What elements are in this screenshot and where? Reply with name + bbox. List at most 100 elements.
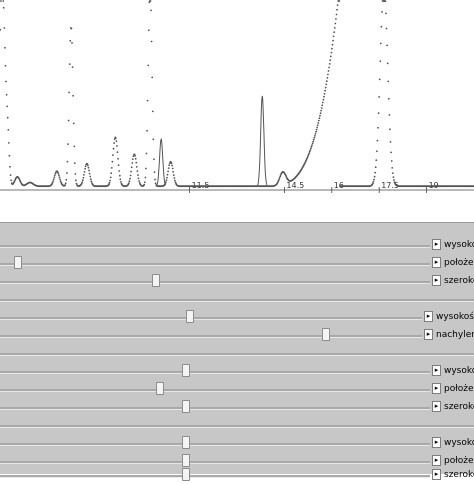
- data-point-141: [81, 181, 84, 184]
- data-point-593: [338, 0, 341, 2]
- slider-thumb[interactable]: [156, 382, 164, 395]
- arrow-right-icon[interactable]: ▸: [432, 383, 441, 394]
- data-point-253: [145, 167, 147, 170]
- arrow-right-icon[interactable]: ▸: [432, 455, 441, 466]
- data-point-117: [67, 119, 70, 122]
- arrow-right-icon[interactable]: ▸: [424, 329, 433, 340]
- slider-track[interactable]: [0, 389, 430, 392]
- data-point-99: [57, 172, 60, 175]
- data-point-298: [170, 162, 173, 165]
- slider-row: [0, 292, 474, 308]
- slider-track[interactable]: [0, 443, 430, 446]
- data-point-124: [71, 66, 74, 68]
- data-point-234: [134, 155, 137, 157]
- arrow-right-icon[interactable]: ▸: [432, 275, 441, 286]
- data-point-93: [54, 174, 56, 177]
- data-point-16: [10, 179, 13, 182]
- data-point-140: [80, 182, 83, 185]
- data-point-569: [324, 86, 327, 89]
- data-point-551: [314, 133, 317, 135]
- data-point-540: [308, 152, 311, 155]
- data-point-299: [171, 164, 174, 167]
- slider-track[interactable]: [0, 461, 430, 464]
- slider-row: ▸ wysoko: [0, 238, 474, 254]
- slider-track[interactable]: [0, 425, 474, 428]
- slider-thumb[interactable]: [152, 274, 160, 287]
- slider-thumb[interactable]: [182, 454, 190, 467]
- data-point-264: [151, 76, 154, 79]
- data-point-205: [117, 164, 120, 167]
- data-point-154: [88, 172, 91, 175]
- data-point-9: [6, 105, 8, 108]
- data-point-547: [312, 140, 315, 143]
- data-point-667: [380, 25, 383, 28]
- slider-thumb[interactable]: [182, 436, 190, 449]
- data-point-566: [323, 95, 325, 98]
- data-point-6: [4, 64, 7, 67]
- slider-label: szeroko: [444, 276, 474, 286]
- data-point-301: [172, 170, 175, 173]
- data-point-14: [9, 165, 11, 168]
- slider-thumb[interactable]: [322, 328, 330, 341]
- slider-track[interactable]: [0, 475, 430, 478]
- data-point-538: [307, 155, 309, 157]
- arrow-right-icon[interactable]: ▸: [432, 469, 441, 480]
- data-point-228: [130, 166, 133, 169]
- data-point-303: [173, 177, 176, 179]
- data-point-576: [328, 63, 331, 65]
- data-point-188: [108, 183, 110, 186]
- slider-row: ▸ wysoko: [0, 364, 474, 380]
- data-point-686: [391, 167, 394, 169]
- data-point-15: [9, 174, 12, 177]
- slider-thumb[interactable]: [14, 256, 22, 269]
- arrow-right-icon[interactable]: ▸: [432, 437, 441, 448]
- data-point-553: [315, 128, 318, 131]
- data-point-537: [306, 156, 309, 159]
- data-point-677: [386, 44, 388, 47]
- arrow-right-icon[interactable]: ▸: [432, 257, 441, 268]
- slider-track[interactable]: [0, 281, 430, 284]
- slider-track[interactable]: [0, 299, 474, 302]
- data-point-661: [377, 126, 379, 129]
- data-point-262: [150, 9, 152, 12]
- data-point-255: [146, 129, 149, 132]
- data-point-146: [84, 168, 86, 170]
- slider-row: [0, 346, 474, 362]
- arrow-right-icon[interactable]: ▸: [432, 365, 441, 376]
- slider-track[interactable]: [0, 353, 474, 356]
- data-point-251: [143, 181, 146, 184]
- data-point-267: [153, 158, 155, 161]
- slider-thumb[interactable]: [186, 310, 194, 323]
- slider-track[interactable]: [0, 245, 430, 248]
- data-point-201: [115, 140, 118, 143]
- slider-label: wysoko: [444, 366, 474, 376]
- slider-thumb[interactable]: [182, 468, 190, 481]
- data-point-584: [333, 31, 336, 34]
- data-point-659: [376, 150, 378, 153]
- data-point-113: [65, 178, 68, 181]
- arrow-right-icon[interactable]: ▸: [432, 401, 441, 412]
- slider-track[interactable]: [0, 407, 430, 410]
- slider-track[interactable]: [0, 317, 422, 320]
- data-point-269: [154, 178, 156, 181]
- slider-thumb[interactable]: [182, 364, 190, 377]
- data-point-556: [317, 122, 320, 124]
- slider-track[interactable]: [0, 371, 430, 374]
- slider-thumb[interactable]: [182, 400, 190, 413]
- data-point-91: [52, 178, 55, 181]
- data-point-193: [110, 167, 113, 169]
- data-point-122: [70, 27, 73, 30]
- slider-track[interactable]: [0, 263, 430, 266]
- slider-track[interactable]: [0, 335, 422, 338]
- arrow-right-icon[interactable]: ▸: [424, 311, 433, 322]
- data-point-236: [135, 161, 138, 164]
- data-point-204: [117, 157, 119, 160]
- data-point-111: [64, 184, 67, 186]
- data-point-229: [131, 162, 134, 164]
- arrow-right-icon[interactable]: ▸: [432, 239, 441, 250]
- data-point-225: [129, 177, 131, 180]
- data-point-688: [392, 176, 395, 179]
- data-point-128: [73, 162, 76, 165]
- data-point-291: [166, 173, 169, 176]
